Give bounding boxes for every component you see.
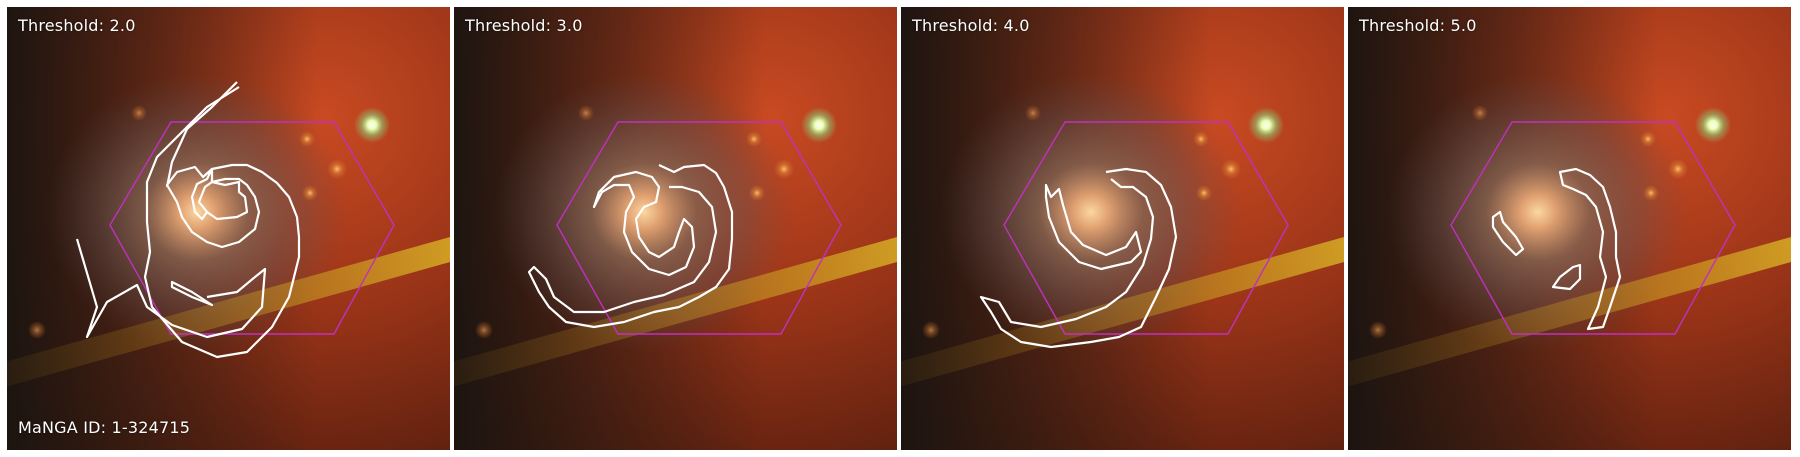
contour-lines [979,167,1178,349]
galaxy-image [7,7,450,450]
galaxy-image [901,7,1344,450]
threshold-label: Threshold: 5.0 [1359,16,1477,35]
ifu-hexagon [109,121,395,335]
ifu-hexagon [1450,121,1736,335]
panel-threshold-3: Threshold: 3.0 [454,7,897,450]
star-icon [1695,107,1731,143]
contour-lines [1491,167,1622,331]
threshold-label: Threshold: 3.0 [465,16,583,35]
manga-id-label: MaNGA ID: 1-324715 [18,418,191,437]
star-icon [801,107,837,143]
galaxy-image [454,7,897,450]
galaxy-image [1348,7,1791,450]
threshold-label: Threshold: 2.0 [18,16,136,35]
star-icon [1248,107,1284,143]
contour-lines [527,163,734,329]
threshold-label: Threshold: 4.0 [912,16,1030,35]
ifu-hexagon [1003,121,1289,335]
panel-threshold-2: Threshold: 2.0 MaNGA ID: 1-324715 [7,7,450,450]
star-icon [354,107,390,143]
panel-threshold-4: Threshold: 4.0 [901,7,1344,450]
contour-lines [75,81,301,359]
ifu-hexagon [556,121,842,335]
panel-threshold-5: Threshold: 5.0 [1348,7,1791,450]
